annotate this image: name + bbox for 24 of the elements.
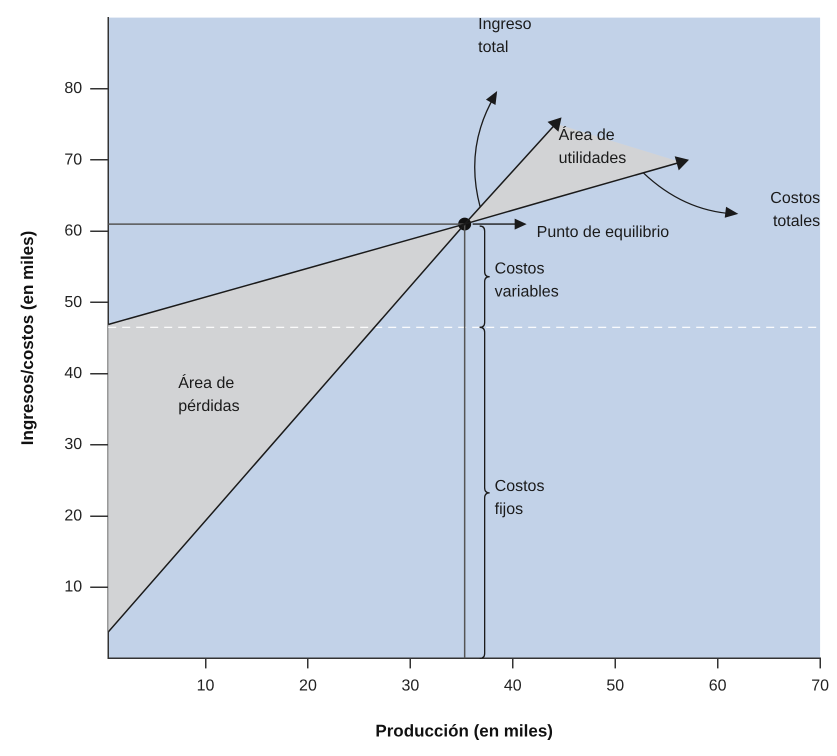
annotation: Ingreso total bbox=[478, 16, 532, 56]
x-tick-label: 70 bbox=[811, 677, 830, 694]
x-tick-label: 30 bbox=[401, 677, 420, 694]
y-tick-label: 60 bbox=[64, 222, 82, 240]
x-tick-label: 60 bbox=[708, 677, 727, 694]
y-tick-label: 30 bbox=[64, 436, 82, 454]
annotation: Costos variables bbox=[494, 260, 559, 301]
y-axis-title: Ingresos/costos (en miles) bbox=[18, 230, 37, 446]
x-axis-title: Producción (en miles) bbox=[375, 721, 553, 740]
annotation: Costos totales bbox=[770, 190, 820, 230]
x-tick-label: 40 bbox=[504, 677, 522, 694]
annotation: Punto de equilibrio bbox=[536, 224, 670, 242]
y-tick-label: 80 bbox=[64, 80, 82, 98]
y-tick-label: 50 bbox=[64, 294, 82, 311]
annotation: Costos fijos bbox=[494, 478, 544, 518]
annotation: Área de pérdidas bbox=[178, 374, 240, 415]
y-tick-label: 20 bbox=[64, 507, 82, 524]
x-tick-label: 50 bbox=[606, 677, 624, 694]
y-tick-label: 40 bbox=[64, 365, 82, 382]
x-tick-label: 10 bbox=[196, 677, 215, 694]
x-tick-label: 20 bbox=[299, 677, 317, 694]
y-tick-label: 10 bbox=[64, 578, 82, 596]
annotation: Área de utilidades bbox=[558, 126, 626, 168]
y-tick-label: 70 bbox=[64, 151, 82, 168]
